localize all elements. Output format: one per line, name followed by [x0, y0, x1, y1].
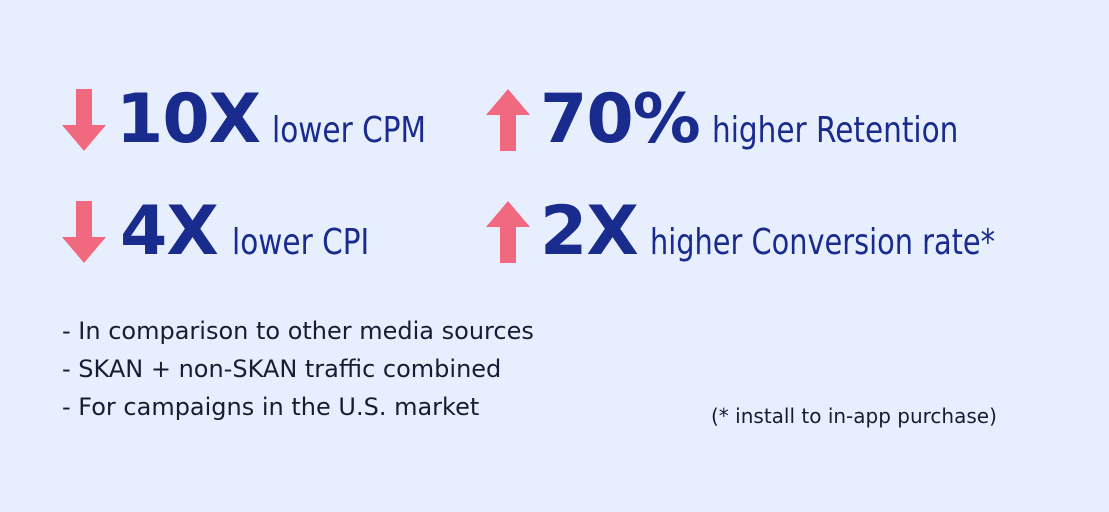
- stat-label: lower CPM: [272, 110, 427, 151]
- stat-value: 4X: [120, 192, 219, 271]
- stat-higher-retention: 70% higher Retention: [486, 80, 1012, 159]
- stat-label: higher Retention: [711, 110, 959, 151]
- footnote: (* install to in-app purchase): [711, 404, 997, 428]
- note-item: - For campaigns in the U.S. market: [62, 393, 480, 421]
- arrow-up-icon: [486, 88, 530, 151]
- arrow-down-icon: [62, 88, 106, 151]
- stat-label: lower CPI: [231, 222, 369, 263]
- stat-lower-cpm: 10X lower CPM: [62, 80, 460, 159]
- stat-value: 2X: [540, 192, 639, 271]
- note-item: - In comparison to other media sources: [62, 317, 534, 345]
- note-item: - SKAN + non-SKAN traffic combined: [62, 355, 502, 383]
- stat-lower-cpi: 4X lower CPI: [62, 192, 399, 271]
- stat-higher-conversion: 2X higher Conversion rate*: [486, 192, 1081, 271]
- stat-value: 70%: [540, 80, 701, 159]
- notes-list: - In comparison to other media sources -…: [62, 312, 534, 426]
- arrow-up-icon: [486, 200, 530, 263]
- arrow-down-icon: [62, 200, 106, 263]
- stat-label: higher Conversion rate*: [649, 222, 995, 263]
- stat-value: 10X: [116, 80, 261, 159]
